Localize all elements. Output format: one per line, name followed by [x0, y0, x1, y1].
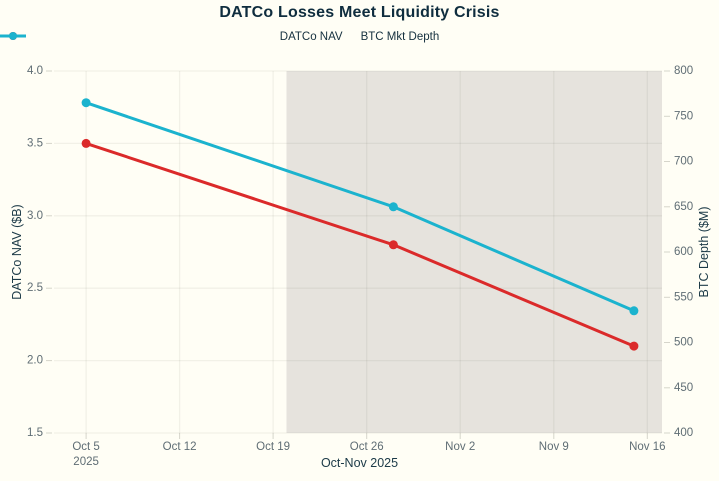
- data-point-btc-mkt-depth[interactable]: BTC Mkt Depth — Oct 28: 650: [388, 202, 398, 212]
- x-tick-label: Nov 2: [445, 441, 475, 453]
- y-right-tick-label: 500: [674, 337, 693, 349]
- x-tick-label: Nov 9: [539, 441, 569, 453]
- legend-label-btc-mkt-depth: BTC Mkt Depth: [360, 31, 440, 43]
- x-tick-label: Oct 12: [163, 441, 197, 453]
- y-left-tick-label: 4.0: [27, 65, 43, 77]
- y-left-tick-label: 2.0: [27, 355, 43, 367]
- y-left-tick-label: 3.0: [27, 210, 43, 222]
- x-axis-title: Oct-Nov 2025: [320, 456, 399, 470]
- y-right-tick-label: 600: [674, 246, 693, 258]
- data-point-datco-nav[interactable]: DATCo NAV — Oct 5: 3.5: [81, 138, 91, 148]
- legend-label-datco-nav: DATCo NAV: [279, 31, 343, 43]
- y-right-tick-label: 550: [674, 291, 693, 303]
- chart-title: DATCo Losses Meet Liquidity Crisis: [219, 4, 500, 21]
- legend-item-btc-mkt-depth[interactable]: BTC Mkt Depth: [0, 31, 440, 43]
- y-right-tick-label: 450: [674, 382, 693, 394]
- y-right-tick-label: 800: [674, 65, 693, 77]
- data-point-btc-mkt-depth[interactable]: BTC Mkt Depth — Oct 5: 765: [81, 98, 91, 108]
- y-right-tick-label: 750: [674, 110, 693, 122]
- data-point-datco-nav[interactable]: DATCo NAV — Nov 15: 2.1: [629, 341, 639, 351]
- x-tick-label: Oct 26: [350, 441, 384, 453]
- x-tick-year-label: 2025: [73, 456, 99, 468]
- data-point-datco-nav[interactable]: DATCo NAV — Oct 28: 2.8: [388, 240, 398, 250]
- x-tick-label: Nov 16: [629, 441, 665, 453]
- x-tick-label: Oct 19: [256, 441, 290, 453]
- y-right-tick-label: 700: [674, 156, 693, 168]
- y-left-tick-label: 3.5: [27, 137, 43, 149]
- y-right-tick-label: 400: [674, 427, 693, 439]
- data-point-btc-mkt-depth[interactable]: BTC Mkt Depth — Nov 15: 535: [629, 306, 639, 316]
- legend-marker-btc-mkt-depth: [0, 32, 26, 40]
- legend: DATCo NAV BTC Mkt Depth: [0, 31, 719, 43]
- y-right-tick-label: 650: [674, 201, 693, 213]
- highlight-region: [286, 71, 662, 433]
- y-left-tick-label: 1.5: [27, 427, 43, 439]
- x-tick-label: Oct 5: [72, 441, 99, 453]
- y-left-tick-label: 2.5: [27, 282, 43, 294]
